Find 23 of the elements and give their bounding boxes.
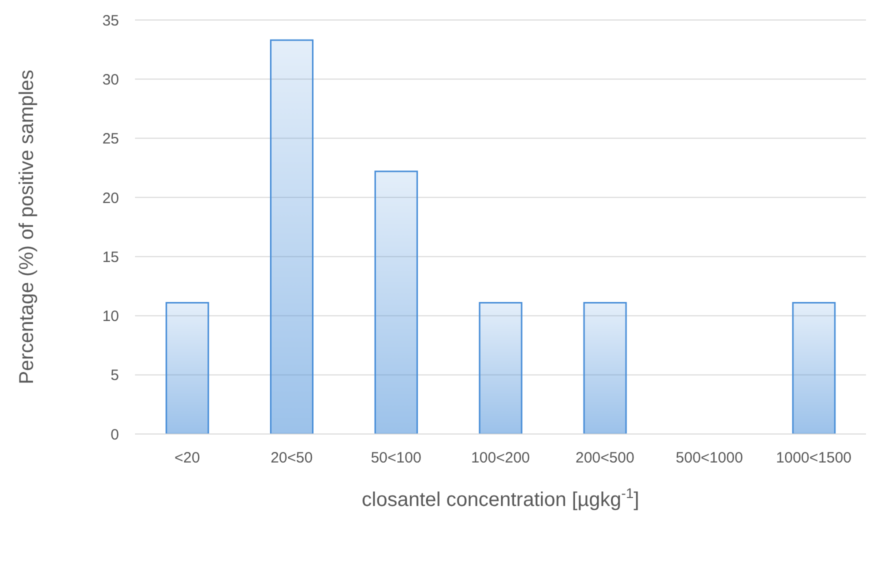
y-tick-label: 0 [110, 426, 119, 444]
bar [478, 302, 522, 434]
bar [374, 170, 418, 434]
y-tick-label: 35 [102, 12, 119, 30]
x-tick-label: 100<200 [471, 450, 530, 467]
y-axis-title: Percentage (%) of positive samples [16, 70, 38, 384]
bar [792, 302, 836, 434]
x-tick-label: <20 [174, 450, 200, 467]
x-tick-label: 1000<1500 [776, 450, 852, 467]
bar [583, 302, 627, 434]
y-tick-label: 20 [102, 190, 119, 207]
x-tick-label: 200<500 [576, 450, 634, 467]
x-axis-title: closantel concentration [µgkg$^{-1}$] [362, 485, 640, 511]
y-tick-label: 10 [102, 308, 119, 326]
bar [270, 39, 314, 434]
x-tick-label: 500<1000 [676, 450, 743, 467]
y-tick-label: 5 [110, 367, 119, 384]
x-tick-label: 50<100 [370, 450, 422, 467]
y-tick-label: 15 [102, 248, 119, 266]
y-tick-label: 25 [102, 130, 119, 148]
y-tick-label: 30 [102, 71, 119, 88]
x-tick-label: 20<50 [270, 450, 313, 467]
bar [166, 302, 210, 434]
